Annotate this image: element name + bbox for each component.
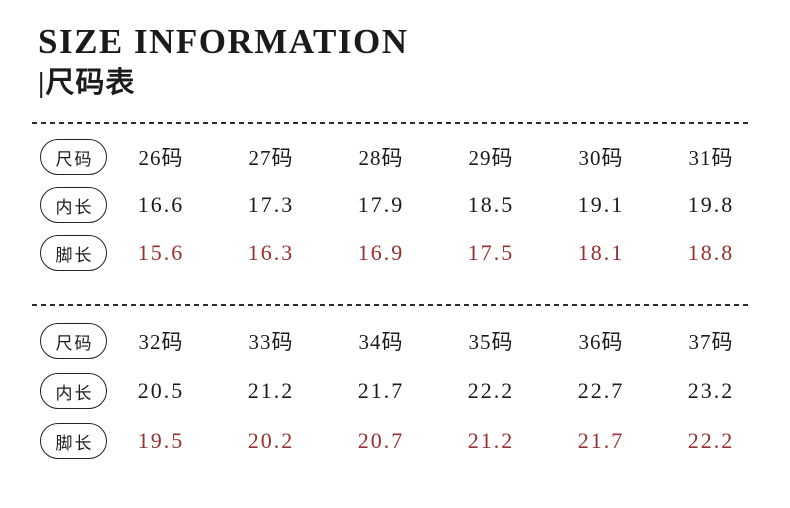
value-cell: 18.8 xyxy=(687,240,735,265)
value-cell: 21.7 xyxy=(577,428,625,453)
value-cell: 18.1 xyxy=(577,240,625,265)
row-label-cell: 内长 xyxy=(32,187,107,223)
size-header-cell: 30码 xyxy=(578,146,624,170)
row-label-cell: 尺码 xyxy=(32,139,107,175)
value-cell: 22.7 xyxy=(577,378,625,403)
table-row-sizes: 尺码 32码 33码 34码 35码 36码 37码 xyxy=(32,316,766,366)
row-label-pill: 尺码 xyxy=(40,139,107,175)
row-label-cell: 内长 xyxy=(32,373,107,409)
size-table-small-sizes: 尺码 26码 27码 28码 29码 30码 31码 内长 16.6 17.3 17.9 18.… xyxy=(32,133,766,277)
value-cell: 15.6 xyxy=(137,240,185,265)
size-header-cell: 27码 xyxy=(248,146,294,170)
size-table-large-sizes: 尺码 32码 33码 34码 35码 36码 37码 内长 20.5 21.2 21.7 22.… xyxy=(32,316,766,466)
value-cell: 19.5 xyxy=(137,428,185,453)
value-cell: 22.2 xyxy=(467,378,515,403)
row-label-pill: 内长 xyxy=(40,187,107,223)
value-cell: 18.5 xyxy=(467,192,515,217)
value-cell: 21.2 xyxy=(247,378,295,403)
page-subtitle: |尺码表 xyxy=(38,67,136,99)
size-header-cell: 33码 xyxy=(248,330,294,354)
size-header-cell: 31码 xyxy=(688,146,734,170)
size-header-cell: 35码 xyxy=(468,330,514,354)
value-cell: 19.8 xyxy=(687,192,735,217)
size-header-cell: 37码 xyxy=(688,330,734,354)
size-header-cell: 28码 xyxy=(358,146,404,170)
value-cell: 23.2 xyxy=(687,378,735,403)
value-cell: 20.2 xyxy=(247,428,295,453)
value-cell: 17.3 xyxy=(247,192,295,217)
value-cell: 19.1 xyxy=(577,192,625,217)
size-header-cell: 26码 xyxy=(138,146,184,170)
value-cell: 16.6 xyxy=(137,192,185,217)
table-row-foot-length: 脚长 15.6 16.3 16.9 17.5 18.1 18.8 xyxy=(32,229,766,277)
value-cell: 16.3 xyxy=(247,240,295,265)
size-header-cell: 36码 xyxy=(578,330,624,354)
value-cell: 22.2 xyxy=(687,428,735,453)
row-label-cell: 尺码 xyxy=(32,323,107,359)
row-label-cell: 脚长 xyxy=(32,423,107,459)
value-cell: 21.7 xyxy=(357,378,405,403)
row-label-pill: 脚长 xyxy=(40,423,107,459)
value-cell: 16.9 xyxy=(357,240,405,265)
table-row-inner-length: 内长 20.5 21.2 21.7 22.2 22.7 23.2 xyxy=(32,366,766,416)
row-label-pill: 尺码 xyxy=(40,323,107,359)
row-label-pill: 脚长 xyxy=(40,235,107,271)
table-row-inner-length: 内长 16.6 17.3 17.9 18.5 19.1 19.8 xyxy=(32,181,766,229)
value-cell: 20.7 xyxy=(357,428,405,453)
value-cell: 20.5 xyxy=(137,378,185,403)
value-cell: 17.9 xyxy=(357,192,405,217)
dashed-divider-top xyxy=(32,122,750,124)
size-header-cell: 32码 xyxy=(138,330,184,354)
value-cell: 21.2 xyxy=(467,428,515,453)
dashed-divider-middle xyxy=(32,304,750,306)
size-header-cell: 34码 xyxy=(358,330,404,354)
row-label-cell: 脚长 xyxy=(32,235,107,271)
row-label-pill: 内长 xyxy=(40,373,107,409)
table-row-foot-length: 脚长 19.5 20.2 20.7 21.2 21.7 22.2 xyxy=(32,416,766,466)
page-title: SIZE INFORMATION xyxy=(38,22,409,61)
value-cell: 17.5 xyxy=(467,240,515,265)
table-row-sizes: 尺码 26码 27码 28码 29码 30码 31码 xyxy=(32,133,766,181)
size-header-cell: 29码 xyxy=(468,146,514,170)
